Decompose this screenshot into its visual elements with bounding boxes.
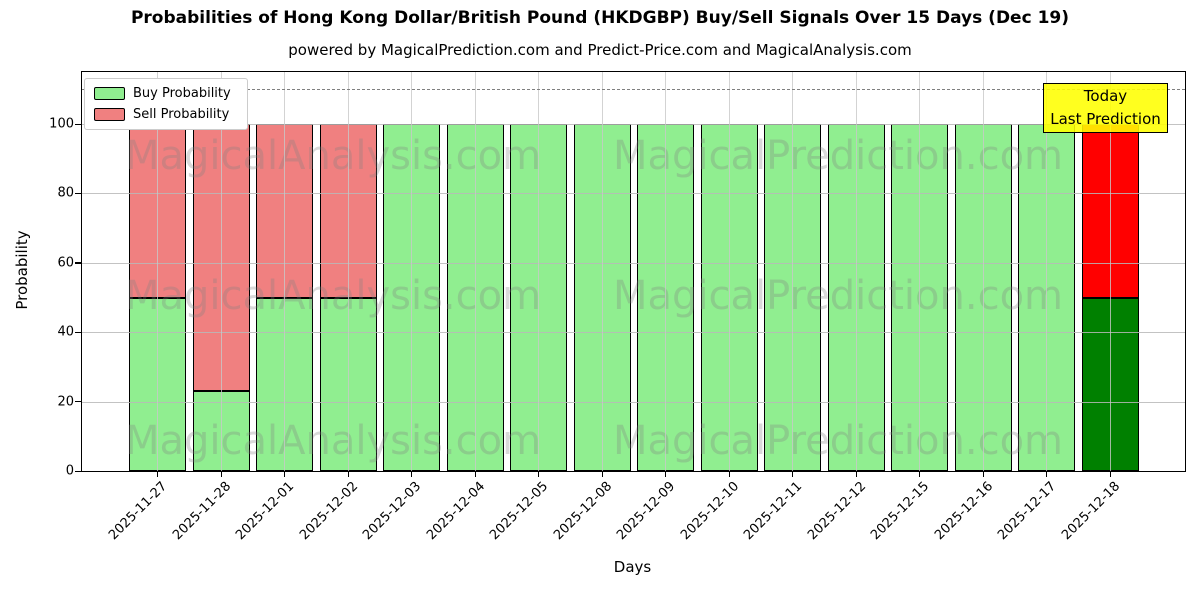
x-gridline — [538, 72, 540, 471]
x-tick-mark — [1046, 471, 1048, 477]
today-annotation-line1: Today — [1083, 87, 1128, 105]
y-gridline — [82, 262, 1185, 264]
x-tick-label: 2025-11-27 — [106, 479, 171, 544]
y-gridline — [82, 332, 1185, 334]
y-tick-mark — [75, 192, 81, 195]
x-tick-mark — [728, 471, 730, 477]
x-tick-mark — [665, 471, 667, 477]
x-tick-label: 2025-12-04 — [423, 479, 488, 544]
today-annotation-box: Today Last Prediction — [1043, 83, 1168, 133]
x-tick-mark — [284, 471, 286, 477]
y-tick-mark — [75, 470, 81, 472]
legend: Buy Probability Sell Probability — [84, 78, 248, 130]
y-tick-label: 100 — [49, 116, 74, 132]
legend-label-buy: Buy Probability — [133, 86, 231, 101]
sell-swatch — [94, 108, 125, 121]
today-annotation-line2: Last Prediction — [1050, 110, 1161, 128]
x-tick-mark — [982, 471, 984, 477]
x-tick-mark — [1109, 471, 1111, 477]
x-tick-mark — [411, 471, 413, 477]
x-tick-label: 2025-12-01 — [233, 479, 298, 544]
x-gridline — [601, 72, 603, 471]
y-tick-mark — [75, 123, 81, 125]
y-tick-label: 80 — [57, 185, 74, 201]
bars-layer — [82, 72, 1185, 471]
x-gridline — [728, 72, 730, 471]
x-gridline — [411, 72, 413, 471]
x-gridline — [220, 72, 222, 471]
legend-item-sell: Sell Probability — [94, 107, 238, 122]
x-tick-mark — [474, 471, 476, 477]
x-tick-label: 2025-12-12 — [804, 479, 869, 544]
x-gridline — [347, 72, 349, 471]
y-tick-mark — [75, 262, 81, 264]
y-tick-mark — [75, 401, 81, 403]
x-tick-mark — [792, 471, 794, 477]
plot-area: Buy Probability Sell Probability Today L… — [49, 71, 1186, 543]
y-tick-mark — [75, 331, 81, 333]
legend-item-buy: Buy Probability — [94, 86, 238, 101]
y-gridline — [82, 401, 1185, 403]
x-tick-mark — [601, 471, 603, 477]
buy-swatch — [94, 87, 125, 100]
x-gridline — [792, 72, 794, 471]
x-tick-label: 2025-12-03 — [360, 479, 425, 544]
x-tick-mark — [855, 471, 857, 477]
x-tick-mark — [919, 471, 921, 477]
legend-label-sell: Sell Probability — [133, 107, 230, 122]
threshold-dashed-line — [82, 89, 1185, 91]
x-tick-mark — [220, 471, 222, 477]
x-tick-mark — [347, 471, 349, 477]
y-tick-label: 40 — [57, 324, 74, 340]
chart-subtitle: powered by MagicalPrediction.com and Pre… — [288, 41, 912, 59]
y-tick-label: 0 — [65, 463, 74, 479]
y-tick-label: 20 — [57, 394, 74, 410]
x-gridline — [1046, 72, 1048, 471]
y-axis-label: Probability — [13, 230, 31, 310]
x-gridline — [1109, 72, 1111, 471]
x-tick-mark — [157, 471, 159, 477]
x-gridline — [919, 72, 921, 471]
x-gridline — [665, 72, 667, 471]
x-tick-label: 2025-12-11 — [741, 479, 806, 544]
x-tick-label: 2025-12-15 — [868, 479, 933, 544]
y-tick-label: 60 — [57, 255, 74, 271]
x-tick-mark — [538, 471, 540, 477]
x-tick-label: 2025-12-05 — [487, 479, 552, 544]
x-tick-label: 2025-12-16 — [931, 479, 996, 544]
x-tick-label: 2025-12-09 — [614, 479, 679, 544]
y-gridline — [82, 124, 1185, 126]
x-tick-label: 2025-12-17 — [995, 479, 1060, 544]
x-tick-label: 2025-12-02 — [296, 479, 361, 544]
x-gridline — [855, 72, 857, 471]
x-gridline — [284, 72, 286, 471]
x-tick-label: 2025-11-28 — [169, 479, 234, 544]
x-gridline — [474, 72, 476, 471]
x-gridline — [157, 72, 159, 471]
y-gridline — [82, 193, 1185, 195]
x-tick-label: 2025-12-18 — [1058, 479, 1123, 544]
x-gridline — [982, 72, 984, 471]
x-axis-label: Days — [613, 558, 652, 576]
x-tick-label: 2025-12-08 — [550, 479, 615, 544]
x-tick-label: 2025-12-10 — [677, 479, 742, 544]
chart-title: Probabilities of Hong Kong Dollar/Britis… — [130, 8, 1070, 28]
